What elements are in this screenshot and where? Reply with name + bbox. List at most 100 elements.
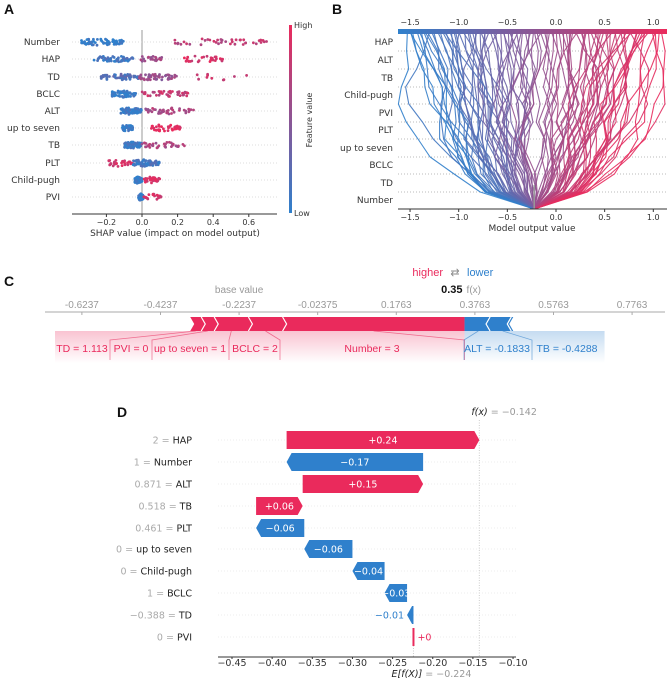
equals-sign: =	[140, 458, 154, 469]
shap-dot	[160, 110, 164, 114]
shap-dot	[170, 106, 174, 110]
shap-dot	[245, 74, 249, 77]
feature-row-label: 2 = HAP	[153, 436, 193, 447]
shap-dot	[122, 95, 126, 99]
feature-label: up to seven	[7, 124, 60, 134]
feature-label: TD	[380, 179, 393, 189]
segment-chevron	[213, 316, 219, 332]
shap-dot	[122, 90, 126, 94]
shap-dot	[92, 37, 95, 41]
shap-dot	[208, 38, 212, 42]
shap-dot	[157, 74, 161, 78]
shap-dot	[171, 108, 175, 112]
label-connector	[502, 330, 533, 360]
shap-dot	[131, 140, 135, 144]
label-connector	[265, 330, 281, 360]
top-tick-label: 0.0	[550, 18, 563, 27]
decision-path	[495, 30, 535, 210]
shap-dot	[157, 112, 160, 115]
shap-dot	[186, 55, 190, 59]
x-axis-label: SHAP value (impact on model output)	[90, 229, 260, 239]
top-tick-label: −1.5	[400, 18, 419, 27]
shap-dot	[101, 74, 105, 77]
x-tick-label: −0.10	[498, 658, 527, 669]
shap-dot	[83, 40, 86, 44]
shap-dot	[147, 159, 151, 163]
feature-value-label: ALT = -0.1833	[464, 343, 530, 355]
shap-dot	[210, 76, 214, 80]
shap-dot	[138, 196, 142, 199]
x-axis-label: Model output value	[488, 224, 575, 234]
fx-value: 0.35	[441, 284, 462, 296]
expected-prefix: E[f(X)]	[392, 669, 423, 678]
shap-dot	[123, 129, 127, 133]
shap-bar-negative	[352, 562, 385, 580]
fx-prefix: f(x)	[471, 407, 487, 418]
shap-dot	[149, 178, 152, 182]
shap-dot	[166, 125, 170, 128]
shap-dot	[151, 73, 155, 76]
shap-dot	[131, 126, 134, 130]
decision-path	[533, 30, 623, 210]
feature-value: 0	[120, 567, 126, 578]
shap-dot	[123, 143, 127, 147]
shap-dot	[132, 74, 136, 78]
shap-dot	[148, 175, 152, 179]
shap-dot	[106, 39, 110, 43]
shap-dot	[92, 58, 96, 62]
shap-dot	[166, 129, 170, 133]
shap-dot	[164, 145, 168, 149]
shap-dot	[120, 55, 123, 58]
shap-dot	[182, 108, 186, 112]
equals-sign: =	[165, 611, 179, 622]
decision-path	[533, 30, 615, 210]
shap-dot	[137, 108, 141, 112]
shap-dot	[170, 74, 174, 78]
x-tick-label: −0.45	[217, 658, 246, 669]
panel-label-a: A	[4, 1, 14, 17]
shap-dot	[113, 91, 117, 95]
shap-dot	[139, 180, 143, 184]
shap-dot	[139, 58, 143, 62]
shap-dot	[160, 125, 163, 129]
decision-path	[494, 30, 535, 210]
equals-sign: =	[122, 545, 136, 556]
panel-label-c: C	[4, 273, 14, 289]
feature-label: Number	[357, 196, 393, 206]
shap-dot	[144, 73, 147, 77]
shap-dot	[144, 162, 148, 166]
shap-dot	[150, 110, 154, 114]
shap-dot	[239, 38, 242, 42]
shap-dot	[128, 108, 132, 112]
shap-dot	[132, 94, 136, 98]
shap-dot	[192, 108, 195, 112]
shap-bar-negative	[286, 453, 424, 471]
label-connector	[463, 330, 479, 360]
decision-path	[534, 30, 650, 210]
shap-value-label: −0.06	[314, 545, 343, 556]
decision-path	[464, 30, 535, 210]
shap-dot	[151, 90, 155, 94]
shap-dot	[119, 111, 123, 115]
colorbar-high-label: High	[294, 21, 312, 30]
feature-name: HAP	[173, 436, 193, 447]
equals-sign: =	[163, 633, 177, 644]
shap-dot	[121, 126, 124, 129]
shap-dot	[112, 56, 116, 59]
shap-dot	[128, 77, 132, 81]
feature-value: 2	[153, 436, 159, 447]
x-tick-label: 0.0	[550, 213, 563, 222]
shap-dot	[178, 94, 182, 97]
decision-path	[534, 30, 657, 210]
decision-path	[510, 30, 535, 210]
shap-dot	[118, 90, 122, 94]
feature-name: PVI	[177, 633, 192, 644]
shap-dot	[189, 108, 193, 111]
shap-dot	[178, 126, 182, 130]
feature-label: up to seven	[340, 144, 393, 154]
shap-dot	[182, 40, 186, 44]
shap-dot	[135, 144, 139, 148]
shap-dot	[242, 38, 246, 42]
shap-dot	[187, 107, 191, 111]
x-tick-label: −0.20	[418, 658, 447, 669]
